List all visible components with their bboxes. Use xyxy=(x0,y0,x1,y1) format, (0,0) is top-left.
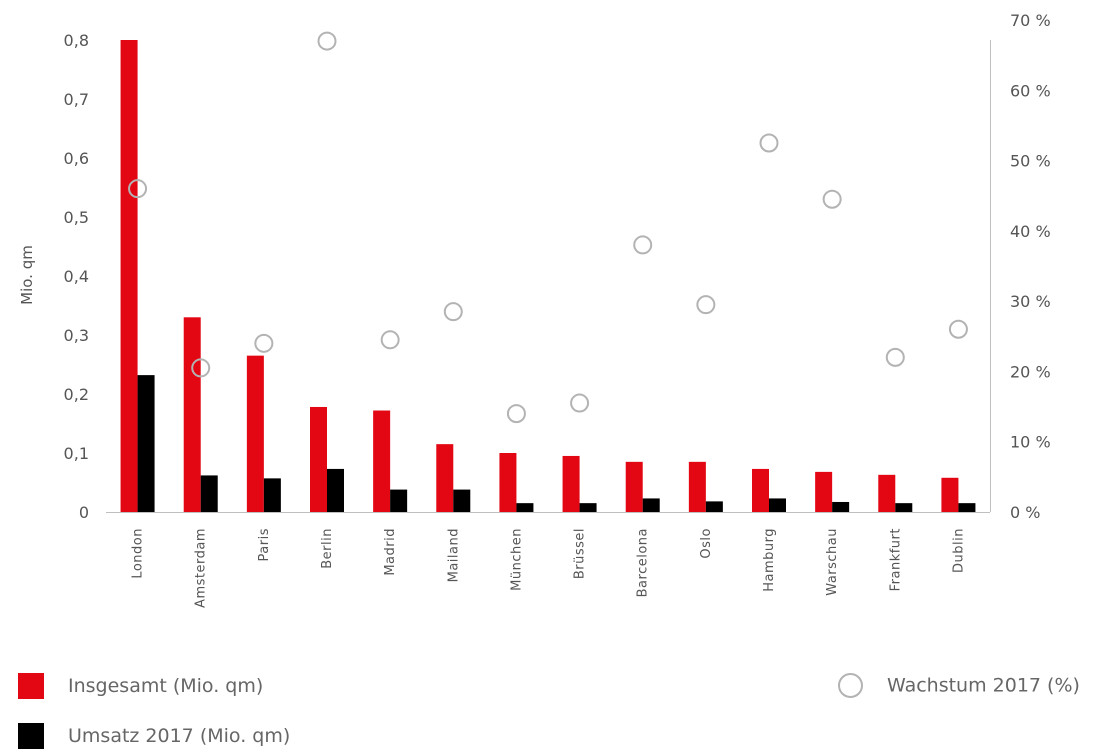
legend-umsatz: Umsatz 2017 (Mio. qm) xyxy=(18,723,290,749)
category-label: Frankfurt xyxy=(888,528,903,591)
right-tick-label: 30 % xyxy=(1010,292,1051,311)
growth-point xyxy=(317,31,337,51)
bar-insgesamt xyxy=(120,40,138,512)
bar-umsatz xyxy=(642,498,660,512)
category-label: Berlin xyxy=(320,528,335,569)
legend-label-umsatz: Umsatz 2017 (Mio. qm) xyxy=(68,725,291,747)
category-label: Dublin xyxy=(951,528,966,573)
bar-umsatz xyxy=(200,475,218,512)
bar-umsatz xyxy=(832,501,850,512)
left-tick-label: 0 xyxy=(79,503,89,522)
bar-insgesamt xyxy=(183,317,201,512)
bar-insgesamt xyxy=(562,455,580,512)
category-label: Paris xyxy=(257,528,272,561)
bar-umsatz xyxy=(958,503,976,512)
bar-umsatz xyxy=(453,489,471,512)
category-labels: London Amsterdam Paris Berlin Madrid Mailand M… xyxy=(131,528,967,608)
category-label: Warschau xyxy=(825,528,840,596)
growth-point xyxy=(380,330,400,350)
legend-swatch-black xyxy=(18,723,44,749)
growth-point xyxy=(633,235,653,255)
left-tick-label: 0,6 xyxy=(64,149,89,168)
legend-label-wachstum: Wachstum 2017 (%) xyxy=(887,674,1080,697)
right-tick-label: 60 % xyxy=(1010,81,1051,100)
bar-insgesamt xyxy=(373,410,391,512)
right-tick-label: 40 % xyxy=(1010,222,1051,241)
growth-point xyxy=(191,358,211,378)
right-axis: 0 % 10 % 20 % 30 % 40 % 50 % 60 % 70 % xyxy=(990,11,1051,522)
right-tick-label: 70 % xyxy=(1010,11,1051,30)
category-label: London xyxy=(131,528,146,579)
growth-point xyxy=(570,393,590,413)
category-label: München xyxy=(509,528,524,591)
bars-layer xyxy=(120,40,976,512)
bar-umsatz xyxy=(516,503,534,512)
category-label: Hamburg xyxy=(762,528,777,592)
bar-insgesamt xyxy=(499,453,517,512)
bar-insgesamt xyxy=(688,461,706,512)
growth-point xyxy=(885,347,905,367)
left-tick-label: 0,3 xyxy=(64,326,89,345)
growth-point xyxy=(128,179,148,199)
growth-point xyxy=(948,319,968,339)
bar-insgesamt xyxy=(246,355,264,512)
bar-umsatz xyxy=(705,501,723,512)
left-tick-label: 0,4 xyxy=(64,267,89,286)
growth-point xyxy=(822,189,842,209)
legend-circle-icon xyxy=(838,673,863,698)
growth-point xyxy=(696,295,716,315)
bar-insgesamt xyxy=(878,474,896,512)
bar-umsatz xyxy=(579,503,597,512)
growth-point xyxy=(759,133,779,153)
bar-umsatz xyxy=(390,489,408,512)
right-tick-label: 50 % xyxy=(1010,152,1051,171)
legend-label-insgesamt: Insgesamt (Mio. qm) xyxy=(68,675,264,697)
legend-wachstum: Wachstum 2017 (%) xyxy=(838,673,1080,698)
growth-point xyxy=(506,404,526,424)
category-label: Amsterdam xyxy=(194,528,209,608)
bar-umsatz xyxy=(327,468,344,512)
y-axis-label: Mio. qm xyxy=(18,245,36,305)
left-tick-label: 0,7 xyxy=(64,90,89,109)
category-label: Brüssel xyxy=(573,528,588,579)
bar-insgesamt xyxy=(625,461,643,512)
bar-umsatz xyxy=(895,503,913,512)
legend-insgesamt: Insgesamt (Mio. qm) xyxy=(18,673,263,699)
left-tick-label: 0,5 xyxy=(64,208,89,227)
combo-chart: 0 0,1 0,2 0,3 0,4 0,5 0,6 0,7 0,8 0 % 10 % 20 % 30 … xyxy=(18,11,1051,608)
bar-umsatz xyxy=(263,478,281,512)
left-tick-label: 0,1 xyxy=(64,444,89,463)
category-label: Madrid xyxy=(383,528,398,576)
bar-umsatz xyxy=(137,375,155,512)
bar-insgesamt xyxy=(310,406,327,512)
bar-insgesamt xyxy=(436,444,454,512)
right-tick-label: 20 % xyxy=(1010,362,1051,381)
right-tick-label: 0 % xyxy=(1010,503,1040,522)
right-tick-label: 10 % xyxy=(1010,433,1051,452)
category-label: Barcelona xyxy=(636,528,651,597)
left-axis: 0 0,1 0,2 0,3 0,4 0,5 0,6 0,7 0,8 xyxy=(64,31,990,522)
category-label: Oslo xyxy=(699,528,714,559)
legend-swatch-red xyxy=(18,673,44,699)
bar-insgesamt xyxy=(941,477,959,512)
bar-insgesamt xyxy=(752,468,769,512)
left-tick-label: 0,2 xyxy=(64,385,89,404)
category-label: Mailand xyxy=(446,528,461,582)
left-tick-label: 0,8 xyxy=(64,31,89,50)
bar-umsatz xyxy=(769,498,786,512)
bar-insgesamt xyxy=(815,471,833,512)
growth-points-layer xyxy=(128,31,968,424)
growth-point xyxy=(443,302,463,322)
growth-point xyxy=(254,333,274,353)
